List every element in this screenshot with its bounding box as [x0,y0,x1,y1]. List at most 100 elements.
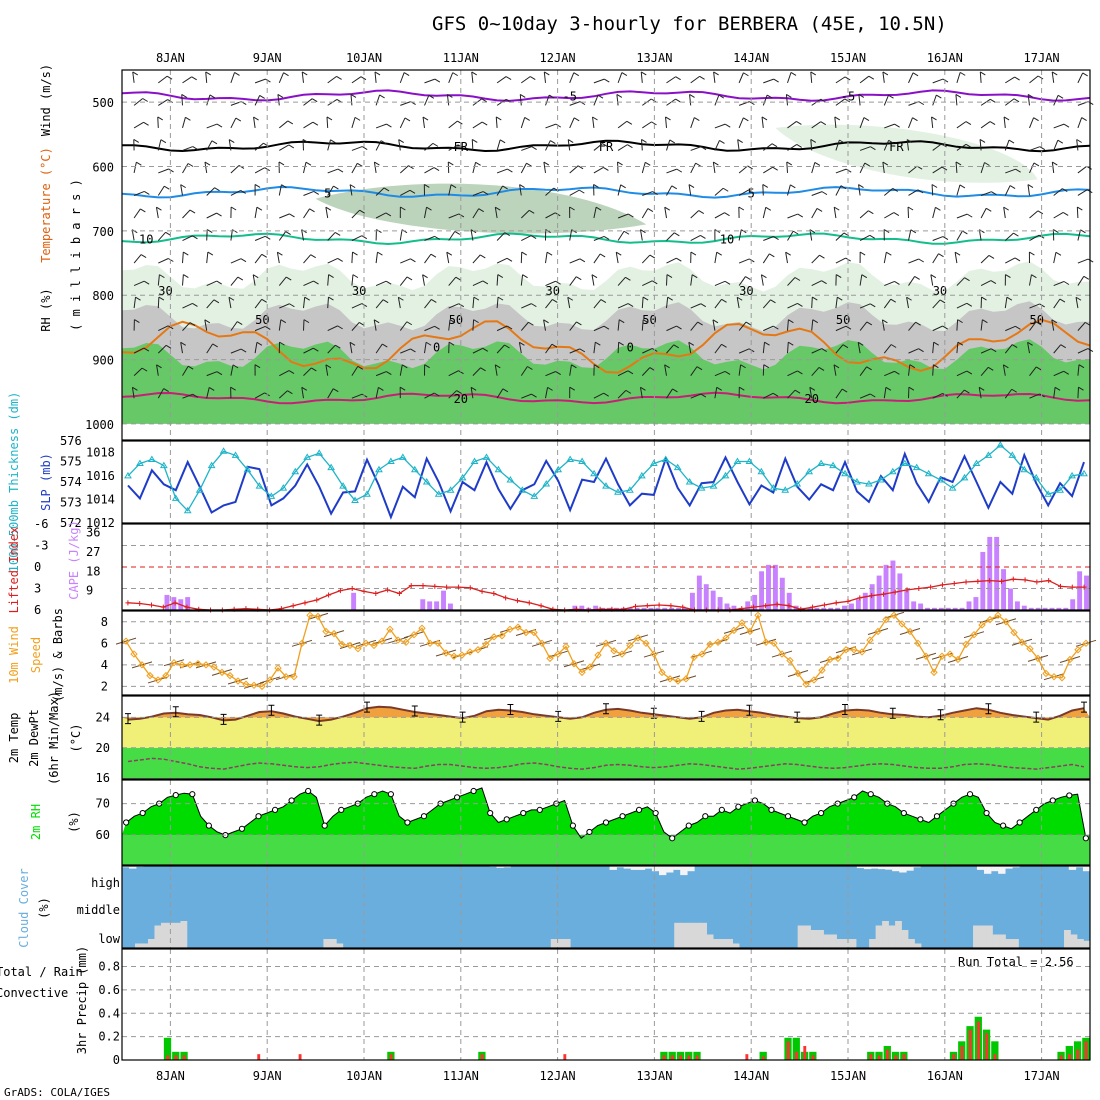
wind-barb [157,274,160,286]
wind-speed-point [954,655,962,664]
thickness-tick: 576 [60,434,82,448]
precip-convective-bar [182,1055,186,1060]
rh2m-point [420,813,428,820]
wind-barb-flag [180,184,186,189]
wind-speed-point [314,612,322,621]
wind-barb-flag [425,341,432,346]
wind-barb [639,229,643,241]
wind-speed-point [1050,672,1058,681]
li-point [987,578,993,584]
wind-barb-flag [1003,116,1010,121]
wind-barb-flag [676,325,682,330]
wind-barb [1077,229,1081,241]
wind-barb [132,71,135,83]
wind-barb-flag [398,139,404,143]
high-cloud-gap [503,866,511,868]
cape-bar [1070,599,1076,610]
wind-barb-flag [359,209,365,214]
precip-total-label: Total / Rain [0,965,83,979]
wind-speed-point [666,675,674,683]
wind-speed-point [346,641,354,650]
rh2m-tick: 70 [96,797,110,811]
wind-barb [182,117,186,129]
wind-barb [811,348,822,354]
wind-barb [908,321,916,331]
wind-barb [545,94,550,106]
wind-barb [811,319,814,331]
wind-barb [835,325,847,332]
wind-barb-flag [617,161,623,166]
wind-barb [908,72,914,84]
cape-tick: 27 [86,545,100,559]
rh2m-point [371,791,378,798]
wind-barb-flag [528,209,535,214]
thickness-point [841,469,849,477]
high-cloud-gap [998,866,1006,874]
precip-convective-bar [985,1033,989,1060]
wind-barb [593,78,605,84]
wind-speed-point [362,639,370,648]
thickness-tick: 572 [60,516,82,530]
wind-barb [545,280,556,287]
wind-barb-flag [955,161,962,166]
li-point [373,591,379,597]
thickness-point [159,461,168,469]
precip-total-bar [163,1037,172,1060]
panel-frame [121,440,1091,524]
wind-barb-flag [1031,274,1037,279]
wind-speed-point [610,647,618,655]
wind-speed-point [282,672,290,681]
wind-barb-flag [1039,146,1046,151]
cape-bar [185,597,191,610]
wind-barb [858,184,861,196]
wind-barb [230,229,233,241]
wind-speed-point [986,615,994,624]
wind-barb [713,71,716,83]
wind-barb [446,94,450,106]
wind-barb-flag [868,75,875,80]
wind-barb [278,72,285,84]
wind-barb-flag [716,251,722,256]
li-point [160,604,166,610]
wind-barb-flag [1060,344,1066,349]
wind-barb [1029,210,1039,219]
thickness-point [124,471,132,479]
wind-barb [883,387,887,399]
temp-tick: 16 [96,771,110,785]
wind-speed-point [650,650,658,658]
wind-barb [254,95,261,106]
rh2m-point [718,806,725,814]
wind-barb-flag [313,280,319,285]
wind-barb [956,319,959,331]
wind-speed-point [234,677,242,685]
thickness-point [255,482,264,489]
panel-frame [121,695,1091,780]
wind-barb [980,191,992,196]
high-cloud-gap [637,866,646,870]
thickness-point [351,496,359,503]
wind-barb [1029,303,1040,309]
wind-barb [1077,276,1085,286]
wind-barb-flag [446,251,453,256]
wind-barb [496,168,508,174]
wind-barb-flag [136,161,142,166]
wind-barb [230,258,242,264]
wind-barb [1051,319,1055,331]
cape-bar [849,603,854,610]
wind-barb-flag [159,274,165,279]
wind-barb [133,121,144,129]
cape-tick: 36 [86,526,100,540]
thickness-point [972,459,981,467]
wind-barb-flag [377,251,383,256]
wind-barb [835,139,840,151]
wind-barb [689,94,692,106]
wind-barb-flag [208,387,215,391]
wind-barb-flag [550,140,556,144]
wind-barb [448,213,460,219]
pressure-tick: 700 [92,225,114,239]
thickness-point [387,457,395,464]
wind-barb [254,142,264,151]
wind-barb [446,252,450,264]
wind-barb [955,161,958,173]
minmax-bar [1033,711,1040,723]
